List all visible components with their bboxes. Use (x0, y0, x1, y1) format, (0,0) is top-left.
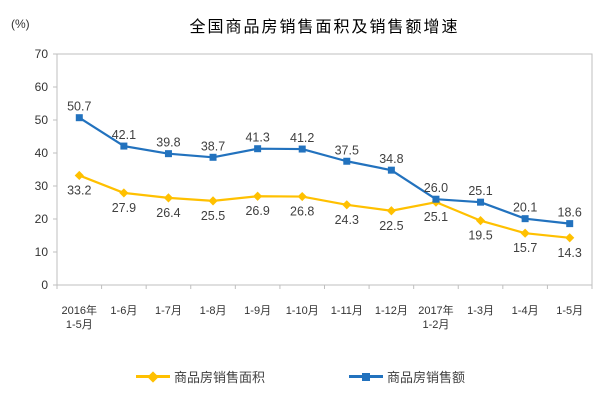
y-axis-tick-label: 30 (35, 179, 49, 193)
data-point-marker-1 (254, 145, 262, 153)
series-line-0 (78, 174, 570, 239)
data-point-label-0: 26.8 (290, 205, 314, 219)
data-point-label-0: 25.5 (201, 209, 225, 223)
data-point-label-1: 25.1 (468, 184, 492, 198)
data-point-marker-1 (521, 215, 529, 223)
data-point-marker-1 (432, 195, 440, 203)
data-point-label-0: 27.9 (112, 201, 136, 215)
legend-marker-sales-amount-icon (349, 372, 383, 381)
x-axis-label: 1-10月 (286, 305, 319, 317)
y-axis-tick-label: 60 (35, 80, 49, 94)
y-axis-tick-label: 0 (41, 278, 48, 292)
data-point-marker-0 (342, 200, 352, 210)
data-point-label-1: 41.3 (245, 131, 269, 145)
data-point-label-0: 14.3 (558, 246, 582, 260)
chart-title: 全国商品房销售面积及销售额增速 (189, 19, 460, 36)
x-axis-label: 1-9月 (244, 305, 271, 317)
x-axis-label: 1-6月 (110, 305, 137, 317)
data-point-marker-1 (566, 220, 574, 228)
legend-label-sales-area: 商品房销售面积 (173, 370, 265, 385)
data-point-label-1: 50.7 (67, 100, 91, 114)
y-axis-tick-label: 70 (35, 47, 49, 61)
y-axis-tick-label: 10 (35, 245, 49, 259)
x-axis-label: 1-11月 (331, 305, 363, 317)
data-point-marker-0 (475, 216, 486, 226)
data-point-marker-1 (477, 198, 485, 206)
data-point-marker-1 (343, 157, 351, 165)
x-axis-label: 1-7月 (155, 305, 182, 317)
data-point-label-0: 33.2 (67, 183, 91, 197)
legend-label-sales-amount: 商品房销售额 (387, 370, 466, 385)
data-point-label-1: 34.8 (379, 152, 403, 166)
series-line-1 (78, 116, 570, 225)
data-point-label-0: 24.3 (335, 213, 359, 227)
legend-marker-sales-area-icon (135, 370, 170, 383)
data-point-marker-0 (163, 193, 174, 203)
plot-border (56, 53, 593, 286)
x-axis-label: 1-8月 (200, 305, 227, 317)
data-point-label-0: 15.7 (513, 241, 537, 255)
data-point-marker-0 (119, 188, 129, 198)
x-axis-label: 1-4月 (512, 305, 539, 317)
data-point-marker-1 (164, 150, 172, 158)
data-point-label-1: 26.0 (424, 181, 448, 195)
x-axis-label: 1-12月 (375, 305, 408, 317)
data-point-marker-0 (386, 206, 396, 216)
data-point-marker-1 (209, 153, 217, 161)
data-point-label-0: 19.5 (468, 229, 492, 243)
data-point-label-0: 22.5 (379, 219, 403, 233)
x-axis-label: 2017年 1-2月 (418, 303, 453, 331)
chart-legend: 商品房销售面积 商品房销售额 (0, 367, 601, 386)
legend-item-sales-amount: 商品房销售额 (349, 367, 465, 386)
y-axis-unit-label: (%) (11, 17, 30, 31)
data-point-label-1: 39.8 (156, 136, 180, 150)
legend-item-sales-area: 商品房销售面积 (135, 367, 265, 386)
data-point-marker-1 (298, 145, 306, 153)
data-point-marker-0 (565, 233, 575, 243)
data-point-marker-0 (74, 170, 84, 181)
data-point-marker-0 (253, 191, 263, 201)
data-point-label-1: 42.1 (112, 128, 136, 142)
data-point-label-1: 18.6 (558, 206, 582, 220)
x-axis-label: 1-5月 (556, 305, 583, 317)
data-point-marker-1 (120, 142, 128, 150)
data-point-label-0: 25.1 (424, 210, 448, 224)
data-point-label-0: 26.4 (156, 206, 180, 220)
legend-diamond-icon (147, 370, 159, 383)
x-axis-label: 1-3月 (467, 305, 494, 317)
data-point-marker-1 (75, 114, 83, 122)
legend-square-icon (362, 372, 370, 381)
x-axis-label: 2016年 1-5月 (62, 303, 97, 331)
data-point-label-0: 26.9 (245, 204, 269, 218)
data-point-marker-1 (387, 166, 395, 174)
data-point-label-1: 38.7 (201, 139, 225, 153)
data-point-marker-0 (297, 191, 307, 202)
data-point-marker-0 (520, 228, 530, 238)
data-point-label-1: 41.2 (290, 131, 314, 145)
y-axis-tick-label: 50 (35, 113, 49, 127)
data-point-marker-0 (208, 196, 218, 206)
data-point-label-1: 37.5 (335, 143, 359, 157)
data-point-label-1: 20.1 (513, 201, 537, 215)
y-axis-tick-label: 40 (35, 146, 49, 160)
y-axis-tick-label: 20 (35, 212, 49, 226)
